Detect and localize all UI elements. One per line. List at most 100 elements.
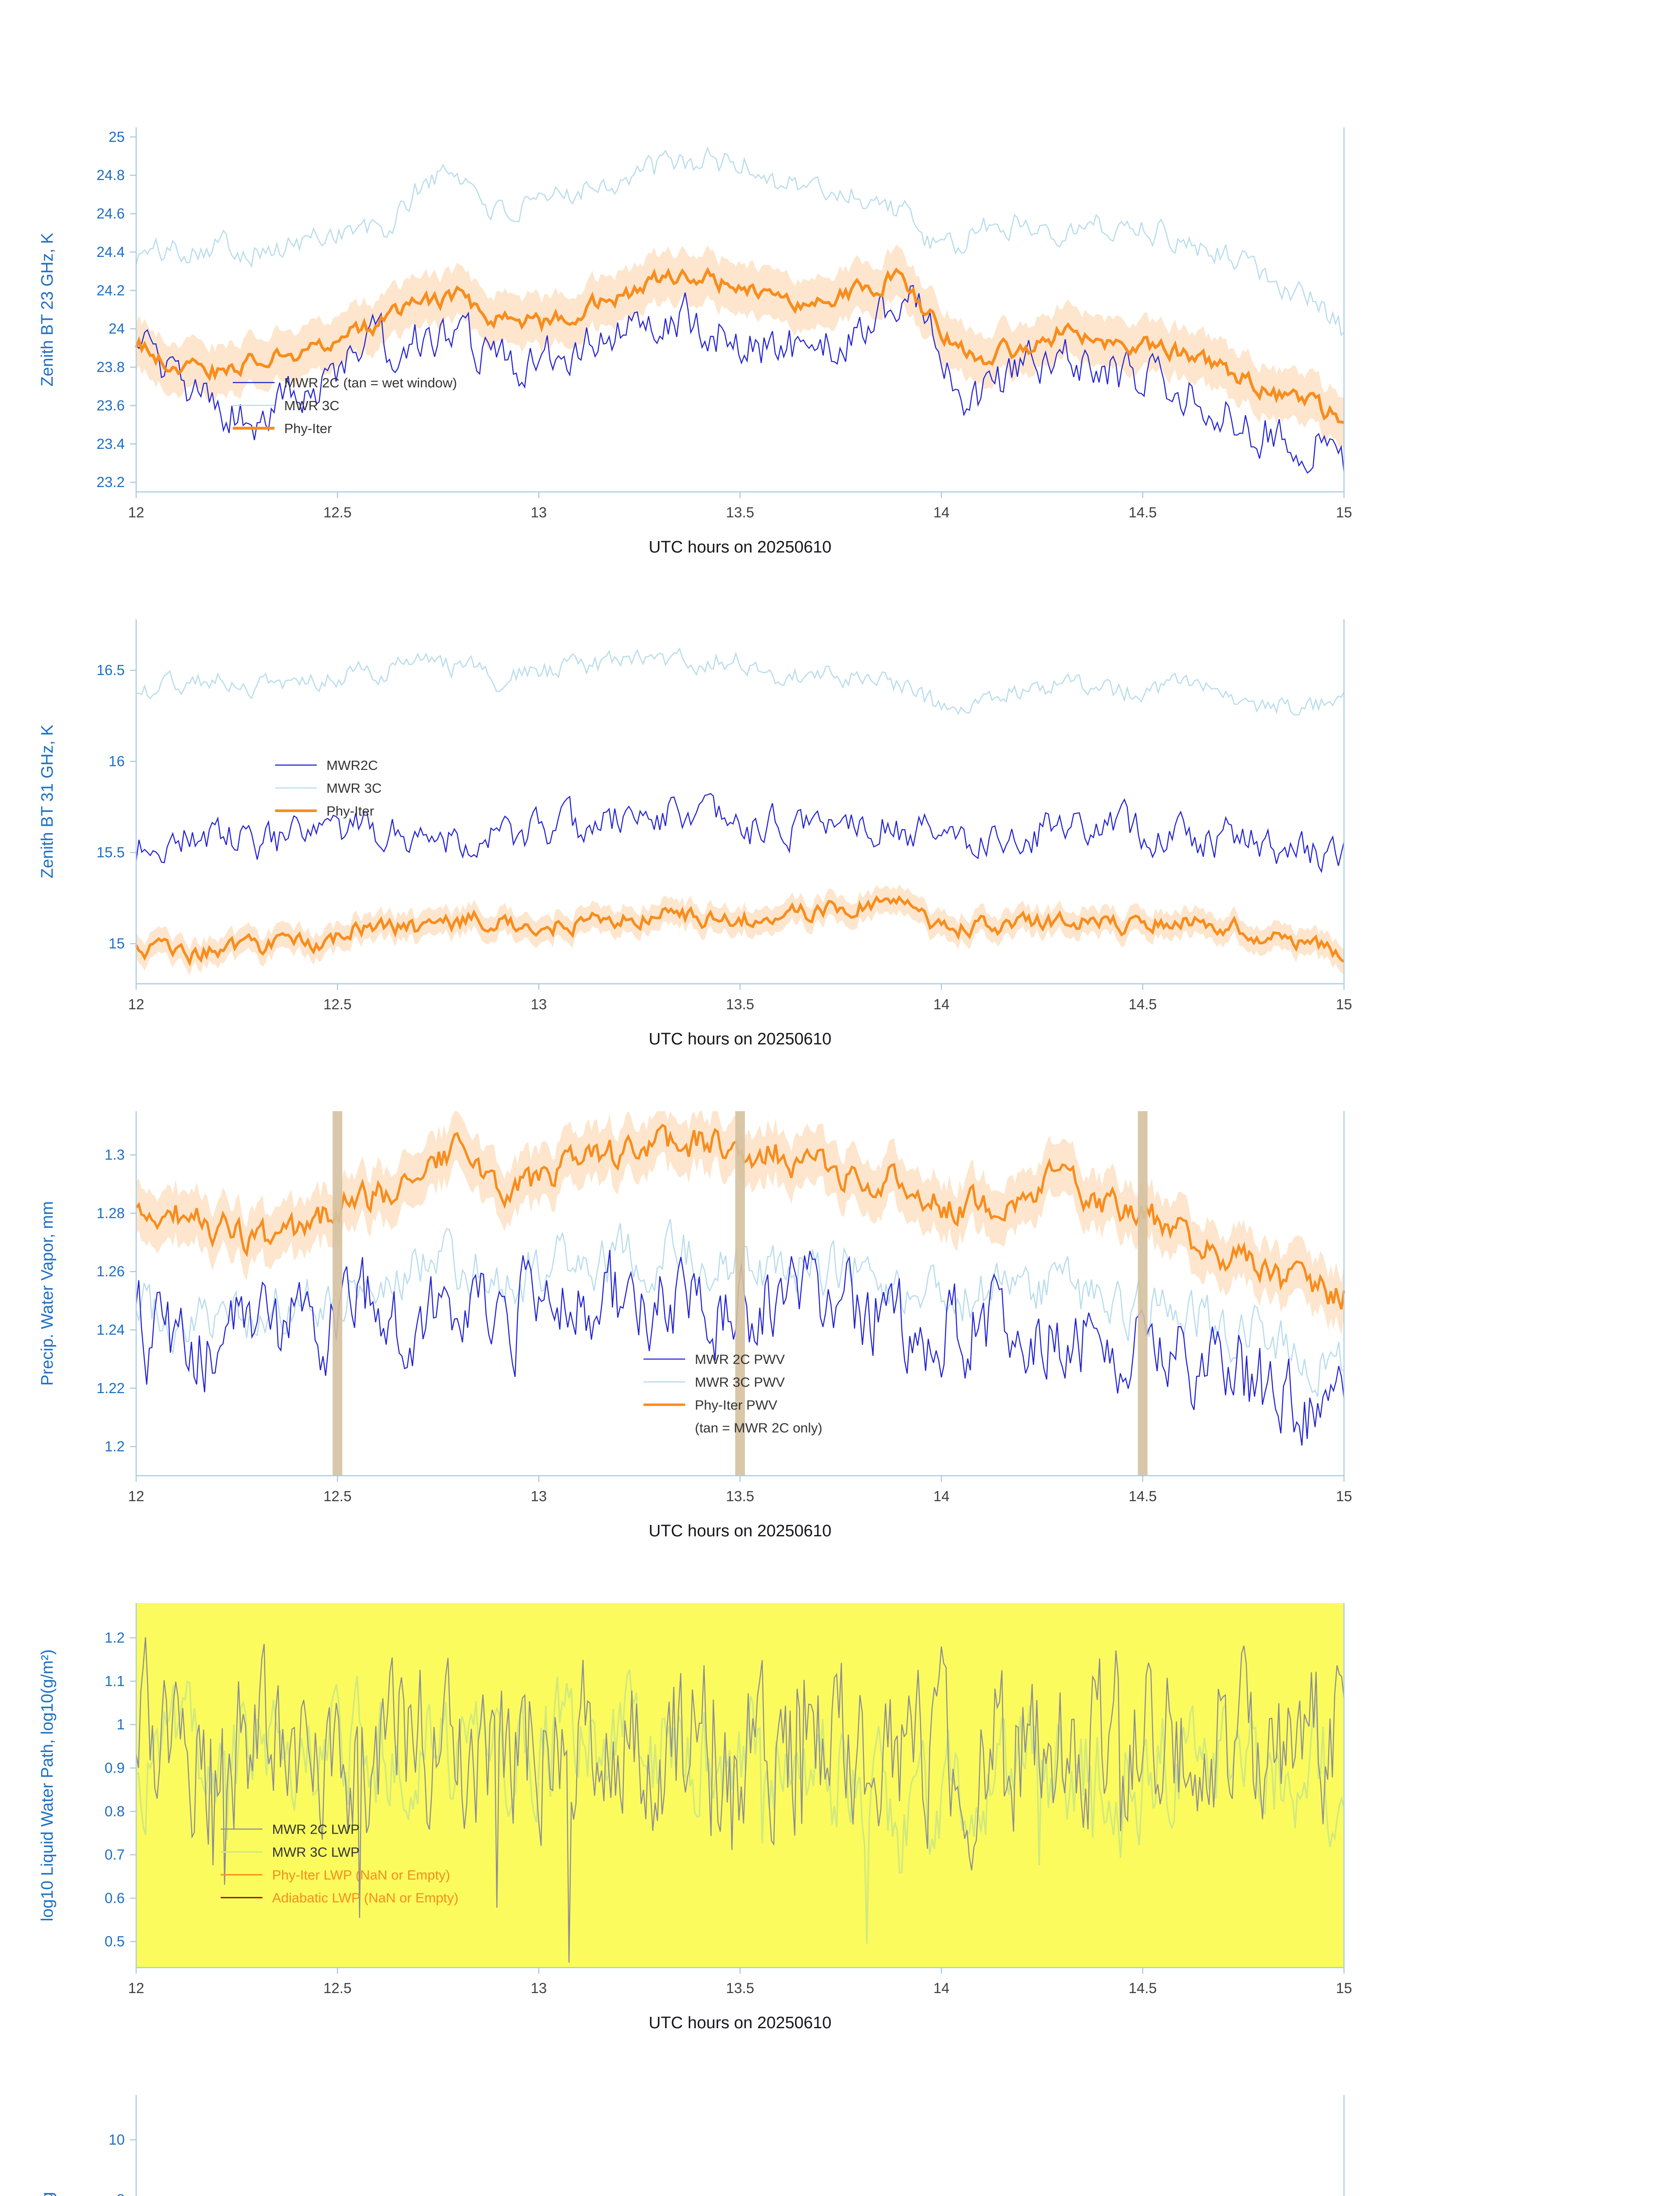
y-tick-label: 1.26 [97, 1263, 125, 1279]
series-line-mwr-3c [136, 647, 1345, 716]
x-tick-label: 14.5 [1129, 1980, 1157, 1996]
x-tick-label: 15 [1336, 1980, 1352, 1996]
series-line-phy-iter [134, 267, 1344, 424]
legend-label-mwr-3c: MWR 3C [284, 398, 340, 413]
x-tick-label: 13 [531, 1980, 547, 1996]
legend-label-mwr-2c-lwp: MWR 2C LWP [272, 1822, 360, 1837]
x-tick-label: 12.5 [323, 996, 351, 1012]
y-tick-label: 16 [108, 753, 125, 769]
legend-label-mwr-3c-pwv: MWR 3C PWV [695, 1374, 785, 1390]
x-tick-label: 12 [128, 1488, 145, 1504]
series-band-phy-iter [136, 245, 1344, 448]
panel-bt23: 12 12.5 13 13.5 14 14.5 15 23.2 23.4 23.6 23.8 24 24… [38, 127, 1352, 556]
legend-label-mwr-3c: MWR 3C [326, 780, 382, 796]
series-band-phy-iter [136, 885, 1344, 976]
panel-pwv: 12 12.5 13 13.5 14 14.5 15 1.2 1.22 1.24 1.26 1.28 1… [38, 1111, 1352, 1540]
wet-window-bar [735, 1111, 745, 1476]
y-tick-label: 24.6 [97, 206, 125, 222]
y-tick-label: 1.2 [105, 1438, 125, 1455]
legend-label-mwr-2c-pwv: MWR 2C PWV [695, 1351, 785, 1367]
x-tick-label: 15 [1336, 1488, 1352, 1504]
legend-pwv: MWR 2C PWV MWR 3C PWV Phy-Iter PWV (tan = M… [643, 1351, 822, 1435]
series-line-phy-iter [135, 895, 1345, 967]
legend-label-mwr-2c-tan-wet-window: MWR 2C (tan = wet window) [284, 375, 457, 390]
y-tick-label: 8 [117, 2191, 125, 2196]
y-tick-label: 15.5 [97, 844, 125, 860]
panel-bt31: 12 12.5 13 13.5 14 14.5 15 15 15.5 16 16.5 UTC hour… [38, 619, 1352, 1048]
legend-label-tan-mwr-2c-only: (tan = MWR 2C only) [695, 1420, 822, 1435]
y-tick-label: 23.4 [97, 436, 125, 452]
x-tick-label: 14 [933, 1488, 950, 1504]
legend-lwp: MWR 2C LWP MWR 3C LWP Phy-Iter LWP (NaN or… [220, 1822, 459, 1906]
x-axis-label: UTC hours on 20250610 [649, 1030, 831, 1048]
x-tick-label: 14.5 [1129, 504, 1157, 520]
y-tick-label: 1.24 [97, 1322, 125, 1338]
legend-label-mwr2c: MWR2C [326, 758, 378, 773]
series-band-phy-iter-pwv [136, 1111, 1344, 1336]
series-line-mwr-3c [135, 147, 1344, 336]
series-line-mwr-2c-lwp [135, 1637, 1345, 1963]
x-tick-label: 12.5 [323, 1488, 351, 1504]
x-tick-label: 14 [933, 1980, 950, 1996]
y-tick-label: 23.8 [97, 359, 125, 375]
y-tick-label: 0.5 [105, 1933, 125, 1950]
y-tick-label: 1.28 [97, 1205, 125, 1221]
y-axis-label: Precip. Water Vapor, mm [38, 1201, 57, 1386]
legend-bt31: MWR2C MWR 3C Phy-Iter [275, 758, 382, 819]
y-tick-label: 0.6 [105, 1890, 125, 1906]
legend-bt23: MWR 2C (tan = wet window) MWR 3C Phy-Iter [233, 375, 457, 436]
y-tick-label: 0.8 [105, 1803, 125, 1819]
x-tick-label: 13 [531, 996, 547, 1012]
wet-window-bar [1138, 1111, 1148, 1476]
y-tick-label: 24.2 [97, 282, 125, 298]
y-tick-label: 1.2 [105, 1629, 125, 1646]
y-tick-label: 15 [108, 935, 125, 952]
panel-lwp: 12 12.5 13 13.5 14 14.5 15 0.5 0.6 0.7 0.8 0.9 1 1.1 1… [38, 1603, 1352, 2032]
y-tick-label: 0.9 [105, 1759, 125, 1776]
y-axis-label: log10 Liquid Water Path, log10(g/m²) [38, 1649, 57, 1922]
y-tick-label: 24 [108, 321, 125, 337]
x-tick-label: 12 [128, 1980, 145, 1996]
x-tick-label: 13 [531, 1488, 547, 1504]
y-axis-label: Zenith BT 23 GHz, K [38, 233, 57, 386]
x-tick-label: 14.5 [1129, 996, 1157, 1012]
legend-label-phy-iter-lwp-nan-or-empty: Phy-Iter LWP (NaN or Empty) [272, 1867, 450, 1883]
y-tick-label: 24.4 [97, 244, 125, 260]
x-tick-label: 12 [128, 996, 145, 1012]
x-tick-label: 14.5 [1129, 1488, 1157, 1504]
series-line-mwr2c [135, 793, 1345, 874]
y-tick-label: 23.2 [97, 474, 125, 490]
x-tick-label: 15 [1336, 996, 1352, 1012]
x-tick-label: 13.5 [726, 504, 754, 520]
y-axis-label: Zenith BT 31 GHz, K [38, 725, 57, 878]
x-tick-label: 14 [933, 504, 950, 520]
y-tick-label: 1.3 [105, 1147, 125, 1163]
y-tick-label: 25 [108, 129, 125, 145]
x-tick-label: 13.5 [726, 1488, 754, 1504]
x-tick-label: 13.5 [726, 996, 754, 1012]
y-tick-label: 1.1 [105, 1673, 125, 1689]
legend-label-phy-iter: Phy-Iter [284, 421, 332, 436]
x-tick-label: 13.5 [726, 1980, 754, 1996]
y-tick-label: 10 [108, 2131, 125, 2148]
wet-window-bar [332, 1111, 343, 1476]
legend-label-mwr-3c-lwp: MWR 3C LWP [272, 1845, 360, 1860]
y-tick-label: 24.8 [97, 167, 125, 183]
x-axis-label: UTC hours on 20250610 [649, 2014, 831, 2032]
y-axis-label: MWR Phy Iter DQ Flag [38, 2192, 57, 2196]
x-axis-label: UTC hours on 20250610 [649, 1522, 831, 1540]
y-tick-label: 1.22 [97, 1380, 125, 1396]
x-axis-label: UTC hours on 20250610 [649, 538, 831, 556]
y-tick-label: 23.6 [97, 397, 125, 413]
x-tick-label: 15 [1336, 504, 1352, 520]
series-line-mwr-3c-lwp [136, 1669, 1345, 1944]
y-tick-label: 0.7 [105, 1846, 125, 1863]
x-tick-label: 12.5 [323, 1980, 351, 1996]
y-tick-label: 1 [117, 1716, 125, 1733]
x-tick-label: 12.5 [323, 504, 351, 520]
legend-label-adiabatic-lwp-nan-or-empty: Adiabatic LWP (NaN or Empty) [272, 1890, 459, 1906]
x-tick-label: 13 [531, 504, 547, 520]
